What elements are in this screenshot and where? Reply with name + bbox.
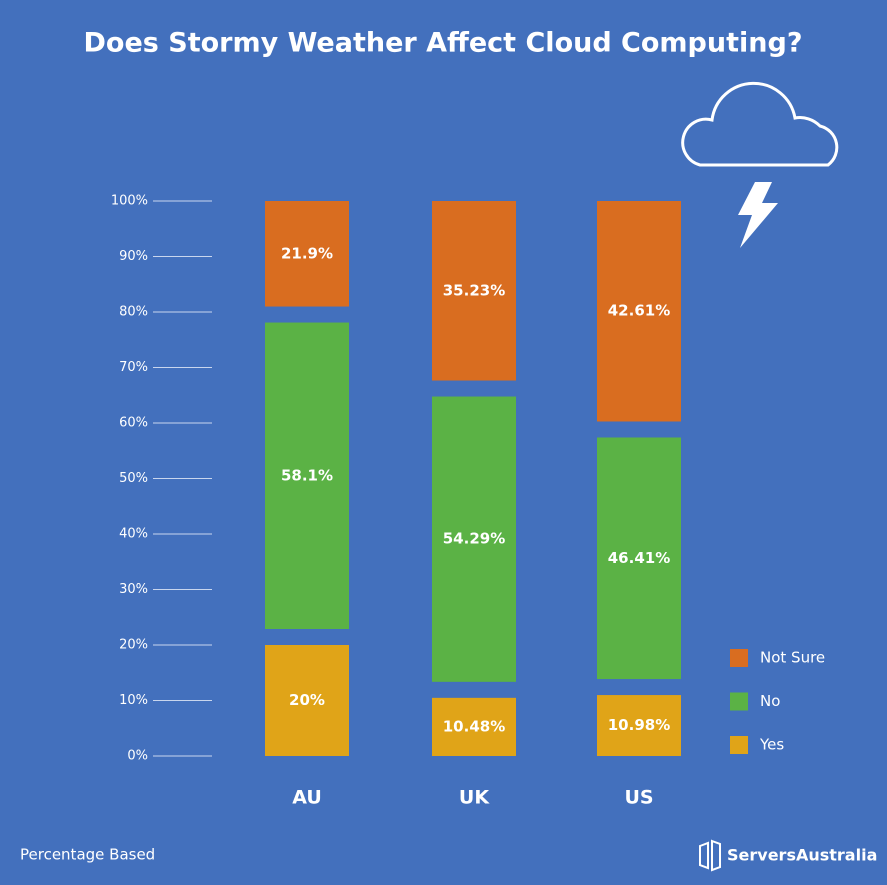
y-tick-label: 20% [119, 638, 148, 653]
brand-name: ServersAustralia [727, 846, 877, 865]
chart-title: Does Stormy Weather Affect Cloud Computi… [84, 28, 803, 59]
y-tick-label: 70% [119, 360, 148, 375]
bar-segment [597, 695, 681, 756]
y-tick-label: 0% [127, 749, 148, 764]
legend-label: Yes [759, 736, 784, 754]
y-tick-label: 90% [119, 249, 148, 264]
bar-segment [432, 697, 516, 756]
value-label: 42.61% [608, 302, 670, 320]
bar-segment [597, 201, 681, 422]
brand-logo [699, 839, 721, 872]
cloud-icon [681, 81, 839, 167]
lightning-icon [738, 182, 778, 248]
value-label: 54.29% [443, 530, 505, 548]
legend-swatch [730, 736, 748, 754]
footnote: Percentage Based [20, 846, 155, 864]
y-tick-label: 40% [119, 527, 148, 542]
value-label: 35.23% [443, 281, 505, 299]
bar-segment [265, 201, 349, 307]
y-tick-label: 100% [111, 194, 148, 209]
bar-segment [597, 437, 681, 680]
value-label: 10.98% [608, 716, 670, 734]
value-label: 10.48% [443, 717, 505, 735]
legend-label: No [760, 692, 780, 710]
bar-segment [265, 322, 349, 629]
bar-segment [265, 645, 349, 756]
bar-segment [432, 396, 516, 682]
x-tick-label: US [624, 787, 653, 809]
x-tick-label: AU [292, 787, 322, 809]
value-label: 46.41% [608, 549, 670, 567]
y-tick-label: 10% [119, 693, 148, 708]
value-label: 58.1% [281, 466, 333, 484]
y-tick-label: 50% [119, 471, 148, 486]
x-tick-label: UK [459, 787, 490, 809]
y-tick-label: 30% [119, 582, 148, 597]
legend-label: Not Sure [760, 649, 825, 667]
legend-swatch [730, 649, 748, 667]
bar-segment [432, 201, 516, 381]
y-tick-label: 60% [119, 416, 148, 431]
value-label: 21.9% [281, 244, 333, 262]
value-label: 20% [289, 691, 325, 709]
legend-swatch [730, 692, 748, 711]
y-tick-label: 80% [119, 305, 148, 320]
